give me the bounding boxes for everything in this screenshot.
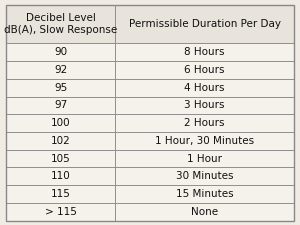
Bar — [116, 79, 294, 97]
Text: 90: 90 — [54, 47, 67, 57]
Bar — [116, 43, 294, 61]
Text: 1 Hour: 1 Hour — [187, 153, 222, 164]
Text: 97: 97 — [54, 100, 67, 110]
Text: 105: 105 — [51, 153, 70, 164]
Bar — [6, 61, 116, 79]
Text: Permissible Duration Per Day: Permissible Duration Per Day — [129, 19, 281, 29]
Bar — [116, 61, 294, 79]
Bar — [116, 203, 294, 220]
Bar — [116, 150, 294, 167]
Bar — [6, 114, 116, 132]
Text: 30 Minutes: 30 Minutes — [176, 171, 233, 181]
Text: 100: 100 — [51, 118, 70, 128]
Bar — [116, 132, 294, 150]
Text: 4 Hours: 4 Hours — [184, 83, 225, 93]
Bar — [6, 185, 116, 203]
Text: 1 Hour, 30 Minutes: 1 Hour, 30 Minutes — [155, 136, 254, 146]
Text: 95: 95 — [54, 83, 67, 93]
Text: Decibel Level
dB(A), Slow Response: Decibel Level dB(A), Slow Response — [4, 13, 117, 35]
Text: > 115: > 115 — [45, 207, 77, 217]
Text: 115: 115 — [51, 189, 71, 199]
Text: 8 Hours: 8 Hours — [184, 47, 225, 57]
Text: 6 Hours: 6 Hours — [184, 65, 225, 75]
Text: 15 Minutes: 15 Minutes — [176, 189, 233, 199]
Bar — [116, 97, 294, 114]
Bar — [6, 97, 116, 114]
Bar — [6, 167, 116, 185]
Text: 110: 110 — [51, 171, 70, 181]
Bar — [116, 185, 294, 203]
Text: None: None — [191, 207, 218, 217]
Bar — [6, 79, 116, 97]
Text: 102: 102 — [51, 136, 70, 146]
Bar — [116, 4, 294, 43]
Text: 92: 92 — [54, 65, 67, 75]
Bar — [6, 150, 116, 167]
Text: 2 Hours: 2 Hours — [184, 118, 225, 128]
Bar — [6, 43, 116, 61]
Bar — [6, 203, 116, 220]
Bar — [116, 167, 294, 185]
Bar — [6, 4, 116, 43]
Bar — [116, 114, 294, 132]
Bar — [6, 132, 116, 150]
Text: 3 Hours: 3 Hours — [184, 100, 225, 110]
